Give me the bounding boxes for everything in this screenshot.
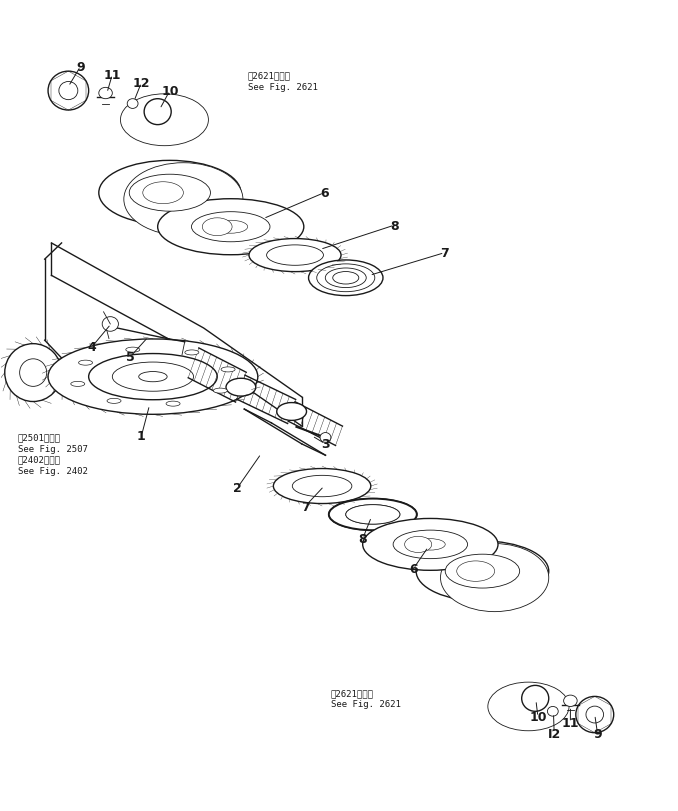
Ellipse shape [158, 200, 304, 255]
Ellipse shape [488, 682, 569, 731]
Ellipse shape [346, 505, 400, 525]
Ellipse shape [576, 697, 614, 733]
Ellipse shape [48, 72, 89, 111]
Ellipse shape [166, 401, 180, 406]
Text: 11: 11 [561, 716, 579, 729]
Ellipse shape [405, 537, 432, 553]
Text: 1: 1 [137, 430, 146, 443]
Ellipse shape [308, 260, 383, 296]
Text: 3: 3 [321, 438, 330, 451]
Ellipse shape [393, 530, 468, 559]
Ellipse shape [445, 555, 519, 588]
Ellipse shape [185, 350, 199, 355]
Ellipse shape [416, 541, 549, 602]
Text: 9: 9 [593, 727, 602, 740]
Ellipse shape [107, 399, 121, 404]
Ellipse shape [124, 164, 243, 236]
Ellipse shape [273, 469, 371, 504]
Ellipse shape [221, 367, 235, 372]
Ellipse shape [102, 317, 119, 332]
Ellipse shape [363, 519, 498, 571]
Ellipse shape [139, 372, 167, 382]
Ellipse shape [113, 363, 193, 392]
Ellipse shape [547, 706, 558, 716]
Ellipse shape [266, 246, 323, 266]
Ellipse shape [143, 182, 183, 204]
Ellipse shape [563, 695, 577, 706]
Text: 6: 6 [320, 187, 328, 200]
Ellipse shape [89, 354, 217, 401]
Ellipse shape [325, 268, 366, 288]
Ellipse shape [317, 264, 375, 292]
Text: 8: 8 [359, 533, 367, 546]
Ellipse shape [416, 539, 445, 551]
Text: 7: 7 [301, 500, 310, 513]
Text: 10: 10 [161, 85, 178, 98]
Ellipse shape [59, 83, 78, 101]
Ellipse shape [99, 88, 113, 100]
Ellipse shape [214, 221, 247, 234]
Ellipse shape [249, 239, 341, 272]
Text: 第2621図参照
See Fig. 2621: 第2621図参照 See Fig. 2621 [247, 71, 317, 92]
Ellipse shape [329, 499, 417, 530]
Ellipse shape [5, 344, 62, 402]
Text: 第2621図参照
See Fig. 2621: 第2621図参照 See Fig. 2621 [331, 689, 401, 709]
Ellipse shape [441, 544, 549, 611]
Ellipse shape [586, 706, 603, 723]
Ellipse shape [333, 272, 359, 285]
Ellipse shape [226, 379, 256, 397]
Text: 第2501図参照
See Fig. 2507
第2402図参照
See Fig. 2402: 第2501図参照 See Fig. 2507 第2402図参照 See Fig.… [18, 433, 87, 475]
Ellipse shape [20, 359, 47, 387]
Ellipse shape [127, 100, 138, 109]
Ellipse shape [346, 505, 400, 525]
Text: 5: 5 [126, 350, 135, 363]
Text: 11: 11 [104, 69, 121, 82]
Text: 12: 12 [133, 77, 151, 90]
Ellipse shape [129, 175, 210, 212]
Ellipse shape [320, 433, 331, 443]
Text: 10: 10 [529, 710, 546, 723]
Ellipse shape [121, 95, 208, 147]
Ellipse shape [292, 476, 352, 497]
Ellipse shape [71, 382, 85, 387]
Ellipse shape [99, 161, 241, 225]
Ellipse shape [277, 403, 306, 421]
Ellipse shape [126, 348, 140, 353]
Text: 7: 7 [440, 247, 449, 260]
Text: 2: 2 [233, 482, 242, 495]
Ellipse shape [214, 388, 227, 393]
Text: 8: 8 [390, 219, 399, 232]
Text: I2: I2 [548, 727, 561, 740]
Ellipse shape [144, 100, 172, 126]
Text: 9: 9 [76, 61, 85, 74]
Ellipse shape [329, 499, 417, 530]
Text: 6: 6 [409, 563, 418, 576]
Ellipse shape [191, 212, 270, 242]
Ellipse shape [202, 218, 232, 236]
Ellipse shape [79, 361, 93, 366]
Ellipse shape [48, 340, 258, 414]
Text: 4: 4 [87, 341, 96, 354]
Ellipse shape [457, 561, 495, 581]
Ellipse shape [521, 685, 549, 711]
